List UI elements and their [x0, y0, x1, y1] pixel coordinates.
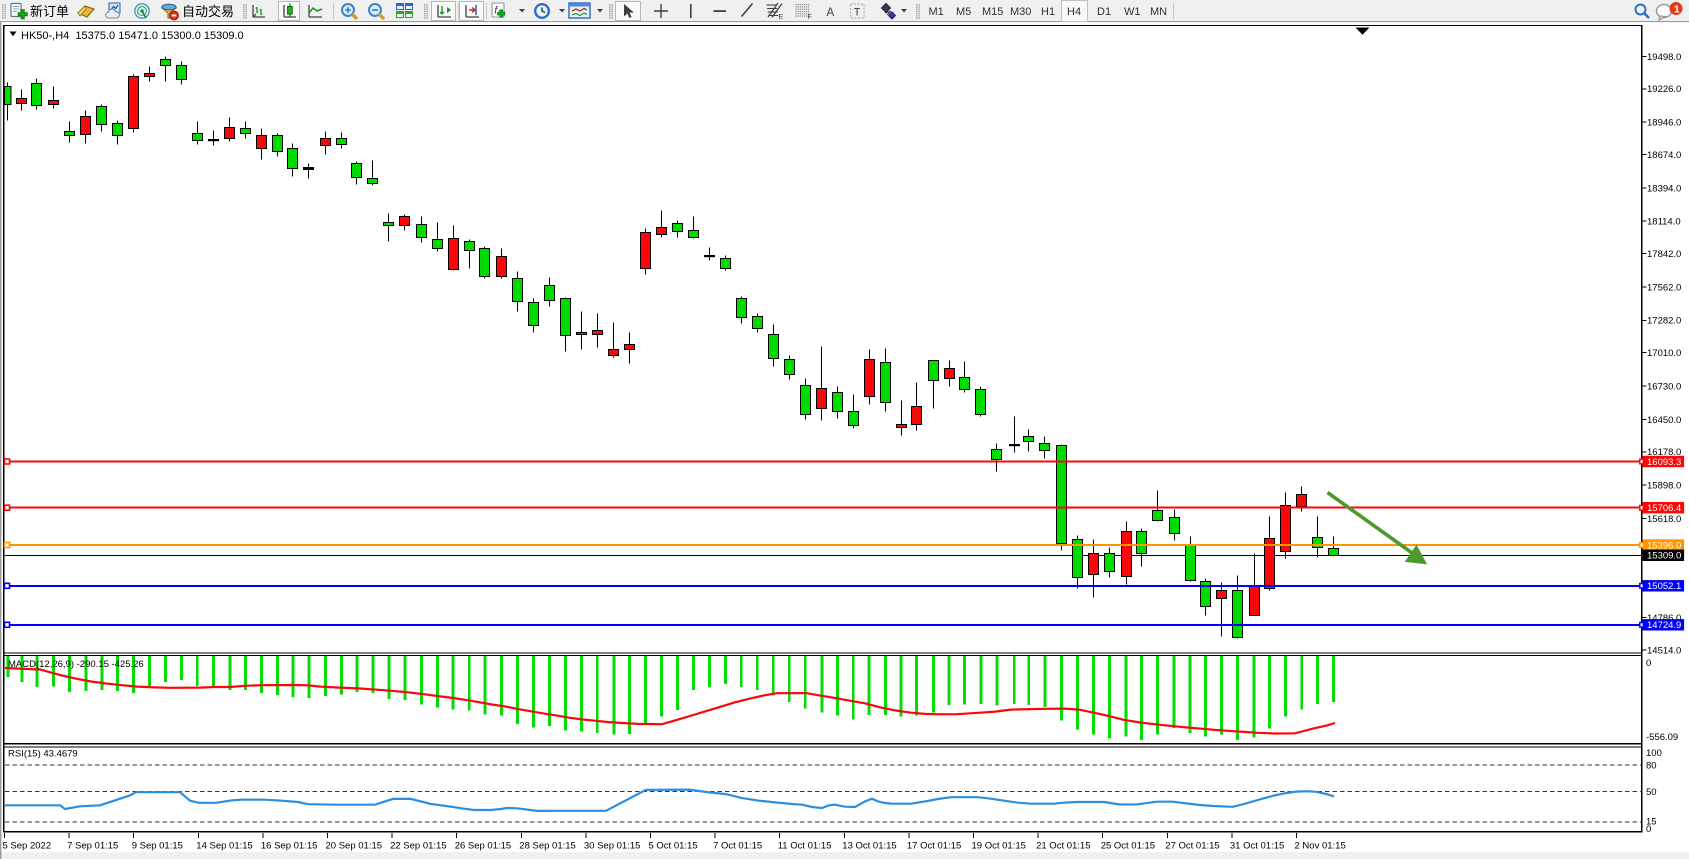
svg-text:RSI(15) 43.4679: RSI(15) 43.4679 — [8, 749, 78, 760]
svg-text:H4: H4 — [1067, 6, 1081, 18]
svg-text:自动交易: 自动交易 — [182, 4, 234, 19]
svg-text:16730.0: 16730.0 — [1647, 382, 1681, 393]
svg-text:f: f — [494, 6, 498, 17]
svg-text:16093.3: 16093.3 — [1647, 457, 1681, 468]
svg-text:19 Oct 01:15: 19 Oct 01:15 — [972, 840, 1026, 851]
svg-text:15898.0: 15898.0 — [1647, 481, 1681, 492]
svg-text:14514.0: 14514.0 — [1647, 645, 1681, 656]
svg-text:M1: M1 — [929, 6, 944, 18]
svg-text:E: E — [779, 14, 784, 21]
svg-text:5 Sep 2022: 5 Sep 2022 — [3, 840, 52, 851]
svg-text:7 Sep 01:15: 7 Sep 01:15 — [67, 840, 118, 851]
svg-text:9 Sep 01:15: 9 Sep 01:15 — [132, 840, 183, 851]
svg-text:100: 100 — [1646, 748, 1662, 759]
svg-text:14786.0: 14786.0 — [1647, 613, 1681, 624]
svg-text:27 Oct 01:15: 27 Oct 01:15 — [1165, 840, 1219, 851]
svg-text:MACD(12,26,9) -290.15 -425.26: MACD(12,26,9) -290.15 -425.26 — [8, 659, 144, 670]
svg-text:15618.0: 15618.0 — [1647, 514, 1681, 525]
svg-text:16450.0: 16450.0 — [1647, 415, 1681, 426]
svg-text:MN: MN — [1150, 6, 1167, 18]
svg-text:22 Sep 01:15: 22 Sep 01:15 — [390, 840, 447, 851]
svg-text:11 Oct 01:15: 11 Oct 01:15 — [778, 840, 832, 851]
svg-text:30 Sep 01:15: 30 Sep 01:15 — [584, 840, 641, 851]
svg-text:7 Oct 01:15: 7 Oct 01:15 — [713, 840, 762, 851]
svg-text:15396.0: 15396.0 — [1647, 540, 1681, 551]
svg-text:14724.9: 14724.9 — [1647, 620, 1681, 631]
svg-text:18946.0: 18946.0 — [1647, 118, 1681, 129]
svg-text:A: A — [827, 7, 835, 19]
svg-text:1: 1 — [1674, 4, 1680, 16]
svg-text:28 Sep 01:15: 28 Sep 01:15 — [519, 840, 576, 851]
svg-text:HK50-,H4 15375.0 15471.0 1530: HK50-,H4 15375.0 15471.0 15300.0 15309.0 — [21, 30, 244, 42]
svg-text:新订单: 新订单 — [30, 4, 69, 19]
svg-text:D1: D1 — [1097, 6, 1111, 18]
svg-text:50: 50 — [1646, 787, 1657, 798]
svg-text:0: 0 — [1646, 824, 1651, 835]
svg-text:14 Sep 01:15: 14 Sep 01:15 — [196, 840, 253, 851]
svg-text:19498.0: 19498.0 — [1647, 52, 1681, 63]
svg-text:H1: H1 — [1041, 6, 1055, 18]
svg-text:20 Sep 01:15: 20 Sep 01:15 — [326, 840, 383, 851]
svg-text:25 Oct 01:15: 25 Oct 01:15 — [1101, 840, 1155, 851]
svg-text:17562.0: 17562.0 — [1647, 282, 1681, 293]
svg-text:F: F — [808, 14, 812, 21]
svg-text:17010.0: 17010.0 — [1647, 348, 1681, 359]
svg-text:16 Sep 01:15: 16 Sep 01:15 — [261, 840, 318, 851]
svg-text:17842.0: 17842.0 — [1647, 249, 1681, 260]
svg-text:31 Oct 01:15: 31 Oct 01:15 — [1230, 840, 1284, 851]
svg-text:17 Oct 01:15: 17 Oct 01:15 — [907, 840, 961, 851]
svg-text:M30: M30 — [1010, 6, 1031, 18]
svg-text:T: T — [854, 7, 861, 19]
svg-text:2 Nov 01:15: 2 Nov 01:15 — [1295, 840, 1346, 851]
svg-text:-556.09: -556.09 — [1646, 732, 1678, 743]
svg-text:5 Oct 01:15: 5 Oct 01:15 — [649, 840, 698, 851]
svg-text:18674.0: 18674.0 — [1647, 150, 1681, 161]
svg-text:15706.4: 15706.4 — [1647, 503, 1681, 514]
svg-text:18114.0: 18114.0 — [1647, 217, 1681, 228]
svg-text:15: 15 — [1646, 817, 1657, 828]
svg-text:18394.0: 18394.0 — [1647, 183, 1681, 194]
svg-text:W1: W1 — [1124, 6, 1141, 18]
svg-text:13 Oct 01:15: 13 Oct 01:15 — [842, 840, 896, 851]
svg-text:M5: M5 — [956, 6, 971, 18]
svg-text:17282.0: 17282.0 — [1647, 316, 1681, 327]
svg-text:26 Sep 01:15: 26 Sep 01:15 — [455, 840, 512, 851]
svg-text:19226.0: 19226.0 — [1647, 84, 1681, 95]
svg-text:0: 0 — [1646, 658, 1651, 669]
svg-text:16178.0: 16178.0 — [1647, 447, 1681, 458]
svg-text:80: 80 — [1646, 760, 1657, 771]
svg-text:15052.1: 15052.1 — [1647, 581, 1681, 592]
svg-text:M15: M15 — [982, 6, 1003, 18]
svg-text:21 Oct 01:15: 21 Oct 01:15 — [1036, 840, 1090, 851]
svg-text:15309.0: 15309.0 — [1647, 551, 1681, 562]
